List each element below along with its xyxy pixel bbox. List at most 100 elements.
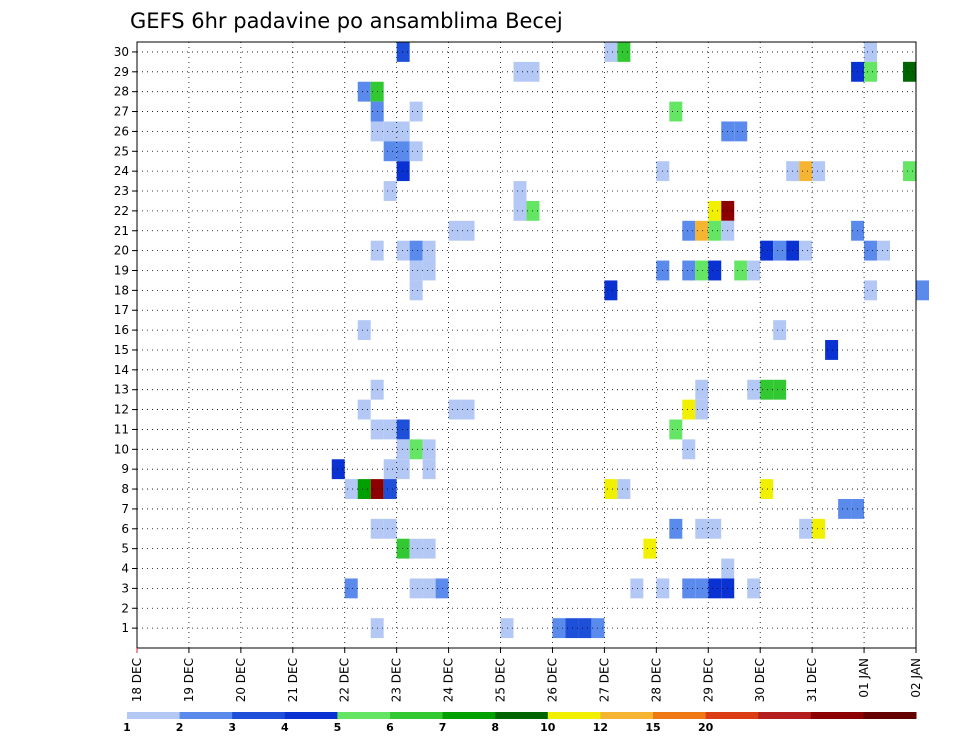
precip-cell [409, 439, 423, 460]
precip-cell [409, 538, 423, 559]
colorbar-segment [495, 712, 549, 719]
precip-cell [409, 280, 423, 301]
colorbar-segment [705, 712, 759, 719]
plot-frame [136, 41, 917, 649]
precip-cell [344, 578, 358, 599]
precip-cell [552, 618, 566, 639]
precip-cell [344, 479, 358, 499]
precip-cell [396, 42, 410, 62]
precip-cell [812, 518, 826, 539]
precip-cell [409, 101, 423, 122]
precip-cell [773, 320, 787, 341]
x-tick-label: 28 DEC [649, 658, 663, 702]
precip-cell [422, 240, 436, 261]
precip-cell [682, 439, 696, 460]
precip-cell [682, 260, 696, 281]
precip-cell [396, 161, 410, 182]
precip-cell [669, 518, 683, 539]
y-tick-label: 22 [114, 204, 129, 218]
precip-cell [396, 459, 410, 480]
precip-cell [864, 280, 878, 301]
y-tick-label: 16 [114, 323, 129, 337]
precip-cell [422, 459, 436, 480]
precip-cell [513, 181, 527, 201]
precip-cell [799, 161, 813, 182]
precip-cell [682, 220, 696, 241]
colorbar-label: 8 [491, 721, 499, 734]
precip-cell [682, 399, 696, 420]
precip-cell [331, 459, 345, 480]
colorbar-label: 2 [176, 721, 184, 734]
x-tick-label: 26 DEC [545, 658, 559, 702]
precip-cell [747, 260, 761, 281]
precip-cell [864, 240, 878, 261]
y-tick-label: 24 [114, 164, 129, 178]
precip-cell [773, 379, 787, 400]
precip-cell [695, 578, 709, 599]
precip-cell [760, 240, 774, 261]
precip-cell [617, 42, 631, 62]
colorbar-label: 1 [123, 721, 131, 734]
precip-cell [695, 260, 709, 281]
precip-cell [695, 220, 709, 241]
precip-cell [708, 518, 722, 539]
precip-cell [383, 518, 397, 539]
colorbar-label: 5 [334, 721, 342, 734]
y-tick-label: 11 [114, 422, 129, 436]
precip-cell [877, 240, 891, 261]
precip-cell [773, 240, 787, 261]
precip-cell [461, 220, 475, 241]
y-tick-label: 7 [121, 502, 129, 516]
precip-cell [669, 101, 683, 122]
y-tick-label: 29 [114, 65, 129, 79]
y-tick-label: 30 [114, 45, 129, 59]
y-tick-label: 1 [121, 621, 129, 635]
y-tick-label: 8 [121, 482, 129, 496]
y-tick-label: 17 [114, 303, 129, 317]
colorbar-segment [390, 712, 444, 719]
y-tick-label: 21 [114, 224, 129, 238]
colorbar-label: 4 [281, 721, 289, 734]
y-tick-label: 25 [114, 144, 129, 158]
x-tick-label: 19 DEC [182, 658, 196, 702]
y-tick-label: 18 [114, 283, 129, 297]
precip-cell [643, 538, 657, 559]
y-tick-label: 2 [121, 601, 129, 615]
precip-cell [695, 379, 709, 400]
y-tick-label: 10 [114, 442, 129, 456]
precip-cell [409, 260, 423, 281]
precip-cell [747, 379, 761, 400]
precip-cell [734, 121, 748, 142]
y-tick-label: 15 [114, 343, 129, 357]
precip-cell [669, 419, 683, 440]
colorbar-segment [653, 712, 707, 719]
y-tick-label: 23 [114, 184, 129, 198]
precip-cell [864, 42, 878, 62]
y-tick-label: 14 [114, 363, 129, 377]
precip-cell [396, 240, 410, 261]
precip-cell [903, 161, 916, 182]
precip-cell [448, 220, 462, 241]
precip-cell [565, 618, 579, 639]
colorbar-label: 6 [386, 721, 394, 734]
precip-cell [422, 439, 436, 460]
chart-title: GEFS 6hr padavine po ansamblima Becej [130, 9, 563, 33]
colorbar-label: 7 [439, 721, 447, 734]
precip-cell [383, 141, 397, 162]
y-tick-label: 26 [114, 124, 129, 138]
precip-cell [604, 280, 618, 301]
precip-cell [422, 578, 436, 599]
precip-cell [422, 260, 436, 281]
colorbar-label: 20 [698, 721, 714, 734]
x-tick-label: 30 DEC [753, 658, 767, 702]
precip-cell [604, 42, 618, 62]
precip-cell [864, 61, 878, 82]
data-cells [331, 42, 929, 639]
y-tick-label: 19 [114, 263, 129, 277]
precip-cell [734, 260, 748, 281]
precip-cell [747, 578, 761, 599]
colorbar-segment [127, 712, 181, 719]
precip-cell [760, 379, 774, 400]
colorbar-segment [758, 712, 812, 719]
x-axis-ticks: 18 DEC 19 DEC 20 DEC 21 DEC 22 DEC 23 DEC 24 D… [130, 648, 923, 702]
